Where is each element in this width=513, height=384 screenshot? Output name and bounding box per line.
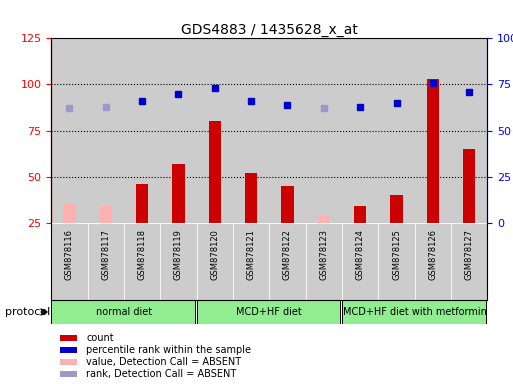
Bar — [136, 184, 148, 223]
Text: GSM878116: GSM878116 — [65, 229, 74, 280]
Text: GSM878125: GSM878125 — [392, 229, 401, 280]
Bar — [209, 121, 221, 223]
Bar — [196, 38, 233, 223]
Text: MCD+HF diet with metformin: MCD+HF diet with metformin — [343, 307, 487, 317]
Bar — [306, 38, 342, 223]
Bar — [88, 223, 124, 300]
Text: count: count — [86, 333, 114, 343]
Bar — [51, 38, 88, 223]
Bar — [342, 223, 378, 300]
Bar — [451, 38, 487, 223]
Text: GSM878126: GSM878126 — [428, 229, 438, 280]
Bar — [60, 347, 77, 353]
Text: GSM878122: GSM878122 — [283, 229, 292, 280]
Bar — [160, 38, 196, 223]
Text: value, Detection Call = ABSENT: value, Detection Call = ABSENT — [86, 357, 241, 367]
Bar — [378, 223, 415, 300]
Text: GSM878127: GSM878127 — [465, 229, 473, 280]
Text: protocol: protocol — [5, 307, 50, 317]
Bar — [306, 223, 342, 300]
Bar — [88, 38, 124, 223]
Bar — [415, 38, 451, 223]
Bar — [318, 215, 330, 223]
Text: MCD+HF diet: MCD+HF diet — [236, 307, 302, 317]
Bar — [160, 223, 196, 300]
Bar — [427, 79, 439, 223]
Bar — [100, 206, 112, 223]
Bar — [60, 335, 77, 341]
Text: normal diet: normal diet — [96, 307, 152, 317]
Text: GSM878120: GSM878120 — [210, 229, 220, 280]
Text: GSM878118: GSM878118 — [137, 229, 147, 280]
Bar — [269, 223, 306, 300]
Bar — [415, 223, 451, 300]
Text: GSM878121: GSM878121 — [247, 229, 255, 280]
Bar — [124, 38, 160, 223]
Bar — [124, 223, 160, 300]
Bar — [342, 38, 378, 223]
Bar — [463, 149, 476, 223]
Text: GSM878117: GSM878117 — [101, 229, 110, 280]
Title: GDS4883 / 1435628_x_at: GDS4883 / 1435628_x_at — [181, 23, 358, 37]
Bar — [233, 223, 269, 300]
Text: GSM878119: GSM878119 — [174, 229, 183, 280]
Text: percentile rank within the sample: percentile rank within the sample — [86, 345, 251, 355]
Text: GSM878124: GSM878124 — [356, 229, 365, 280]
Bar — [233, 38, 269, 223]
Bar — [51, 300, 195, 324]
Bar — [354, 206, 366, 223]
Text: rank, Detection Call = ABSENT: rank, Detection Call = ABSENT — [86, 369, 236, 379]
Bar — [51, 223, 88, 300]
Bar — [63, 204, 75, 223]
Bar — [378, 38, 415, 223]
Bar — [342, 300, 485, 324]
Bar — [172, 164, 185, 223]
Bar — [196, 300, 340, 324]
Bar — [269, 38, 306, 223]
Bar — [390, 195, 403, 223]
Text: GSM878123: GSM878123 — [319, 229, 328, 280]
Bar — [281, 186, 293, 223]
Bar — [451, 223, 487, 300]
Bar — [60, 359, 77, 365]
Bar — [196, 223, 233, 300]
Bar — [60, 371, 77, 377]
Bar — [245, 173, 258, 223]
